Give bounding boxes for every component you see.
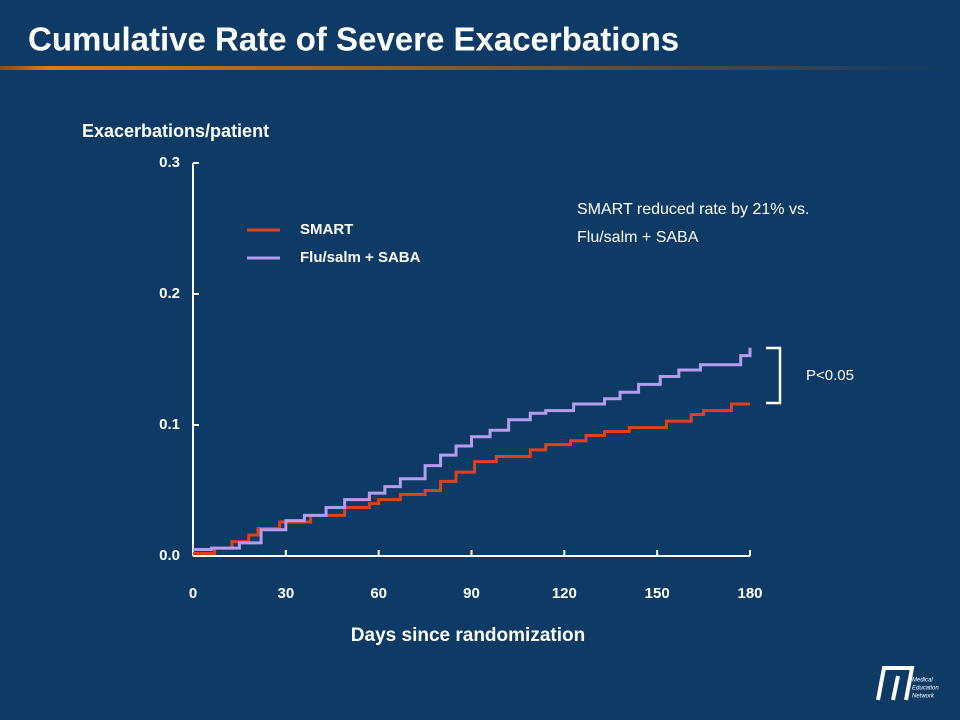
x-tick-label: 120 [552,585,577,602]
annotation: SMART reduced rate by 21% vs. [577,201,809,218]
y-tick-label: 0.1 [159,416,180,433]
legend-label: SMART [300,221,353,238]
title: Cumulative Rate of Severe Exacerbations [28,21,679,58]
x-tick-label: 0 [189,585,197,602]
title-underline [0,66,960,70]
bracket [766,346,782,405]
y-axis-label: Exacerbations/patient [82,121,269,141]
x-tick-label: 180 [737,585,762,602]
y-tick-label: 0.0 [159,547,180,564]
logo-text: Medical [912,678,933,684]
annotation: Flu/salm + SABA [577,229,699,246]
step-line [193,347,752,551]
x-axis-label: Days since randomization [351,625,585,646]
x-tick-label: 60 [370,585,387,602]
p-value: P<0.05 [806,367,854,384]
y-tick-label: 0.3 [159,154,180,171]
x-tick-label: 30 [277,585,294,602]
logo: Medical Education Network [876,666,939,701]
logo-text: Network [912,694,935,700]
x-tick-label: 90 [463,585,480,602]
logo-text: Education [912,686,939,692]
x-tick-label: 150 [645,585,670,602]
y-tick-label: 0.2 [159,285,180,302]
legend-label: Flu/salm + SABA [300,249,421,266]
